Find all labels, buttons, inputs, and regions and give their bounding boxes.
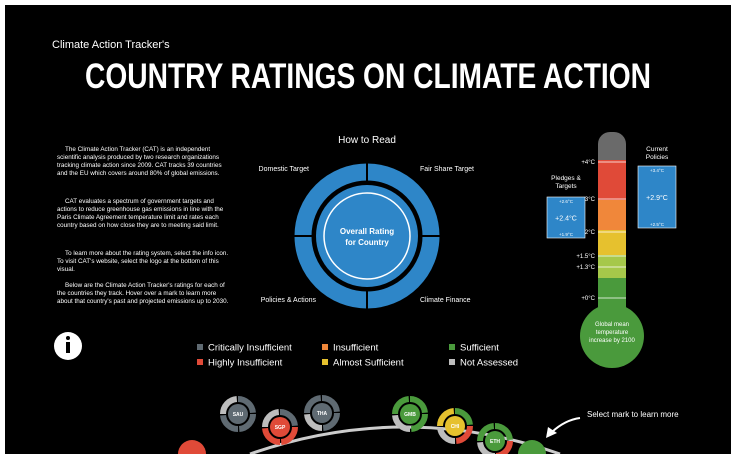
- tube-segment: [598, 230, 626, 255]
- subtitle: Climate Action Tracker's: [52, 39, 170, 51]
- country-ring-segment: [220, 396, 238, 415]
- country-code: THA: [317, 411, 328, 417]
- legend-swatch: [449, 359, 455, 365]
- bulb: [580, 304, 644, 368]
- country-ring-segment: [238, 413, 256, 432]
- range-label: Pledges & Targets: [551, 175, 581, 190]
- country-ring-segment: [237, 396, 256, 414]
- intro-paragraph: To learn more about the rating system, s…: [57, 250, 229, 273]
- country-ring-segment: [495, 440, 513, 454]
- intro-paragraph: Below are the Climate Action Tracker's r…: [57, 282, 229, 305]
- legend-swatch: [322, 359, 328, 365]
- legend-label: Highly Insufficient: [208, 358, 283, 369]
- quadrant-label: Fair Share Target: [420, 166, 474, 173]
- range-box: [546, 196, 586, 239]
- intro-paragraph: The Climate Action Tracker (CAT) is an i…: [57, 146, 222, 177]
- country-ring-segment: [262, 427, 281, 445]
- country-center[interactable]: [400, 404, 420, 424]
- hint-arrowhead: [546, 427, 557, 438]
- country-center[interactable]: [445, 416, 465, 436]
- center-label: Overall Rating for Country: [340, 227, 394, 247]
- legend-swatch: [322, 344, 328, 350]
- bulb-label: Global mean temperature increase by 2100: [589, 322, 635, 344]
- tube-segment: [598, 200, 626, 230]
- tube-segment: [598, 255, 626, 278]
- legend-label: Critically Insufficient: [208, 343, 292, 354]
- title: COUNTRY RATINGS ON CLIMATE ACTION: [85, 57, 651, 96]
- country-ring-segment: [494, 423, 513, 441]
- scale-label: +0°C: [581, 296, 595, 302]
- legend-swatch: [197, 359, 203, 365]
- country-code: ETH: [490, 439, 500, 445]
- info-bar: [66, 342, 70, 353]
- country-ring-segment: [437, 426, 456, 444]
- scale-label: +3°C: [581, 197, 595, 203]
- country-ring-segment: [304, 413, 323, 431]
- hint: Select mark to learn more: [587, 410, 679, 419]
- country-center[interactable]: [228, 404, 248, 424]
- range-high: +2.6°C: [559, 199, 574, 204]
- country-code: SGP: [275, 425, 286, 431]
- country-ring-segment: [455, 425, 473, 444]
- country-center[interactable]: [485, 431, 505, 451]
- country-ring-segment: [409, 396, 428, 414]
- scale-label: +4°C: [581, 160, 595, 166]
- quadrant-label: Climate Finance: [420, 297, 471, 304]
- country-code: SAU: [233, 412, 244, 418]
- country-ring-segment: [220, 414, 239, 432]
- scale-label: +1.3°C: [576, 265, 595, 271]
- country-ring-segment: [477, 423, 495, 442]
- range-low: +2.5°C: [650, 222, 665, 227]
- country-code: CHI: [451, 424, 460, 430]
- legend-label: Sufficient: [460, 343, 499, 354]
- rating-outline: [323, 192, 411, 280]
- legend-swatch: [197, 344, 203, 350]
- country-partial[interactable]: [178, 440, 206, 454]
- country-ring-segment: [410, 413, 428, 432]
- country-ring-segment: [392, 414, 411, 432]
- hint-arrow: [551, 417, 581, 433]
- range-value: +2.9°C: [646, 194, 668, 202]
- country-code: GMB: [404, 412, 416, 418]
- legend-label: Insufficient: [333, 343, 379, 354]
- country-ring-segment: [321, 395, 340, 413]
- country-ring-segment: [304, 395, 322, 414]
- country-ring-segment: [262, 409, 280, 428]
- intro-paragraph: CAT evaluates a spectrum of government t…: [57, 198, 224, 229]
- rating-disc: [316, 185, 418, 287]
- country-ring-segment: [392, 396, 410, 415]
- legend-label: Almost Sufficient: [333, 358, 404, 369]
- quadrant-label: Policies & Actions: [261, 297, 317, 304]
- info-dot: [66, 336, 70, 340]
- how-to-read-title: How to Read: [338, 135, 396, 146]
- range-label: Current Policies: [646, 146, 669, 161]
- country-ring-segment: [322, 412, 340, 431]
- country-center[interactable]: [312, 403, 332, 423]
- country-partial[interactable]: [518, 440, 546, 454]
- country-ring-segment: [437, 408, 455, 427]
- country-ring-segment: [279, 409, 298, 427]
- legend-swatch: [449, 344, 455, 350]
- range-value: +2.4°C: [555, 215, 577, 223]
- country-center[interactable]: [270, 417, 290, 437]
- country-ring-segment: [454, 408, 473, 426]
- country-ring-segment: [280, 426, 298, 445]
- range-low: +1.9°C: [559, 232, 574, 237]
- quadrant-label: Domestic Target: [259, 166, 310, 173]
- legend-label: Not Assessed: [460, 358, 518, 369]
- scale-label: +1.5°C: [576, 254, 595, 260]
- range-high: +3.4°C: [650, 168, 665, 173]
- scale-label: +2°C: [581, 230, 595, 236]
- tube-segment: [598, 160, 626, 200]
- range-box: [637, 165, 677, 229]
- country-ring-segment: [477, 441, 496, 454]
